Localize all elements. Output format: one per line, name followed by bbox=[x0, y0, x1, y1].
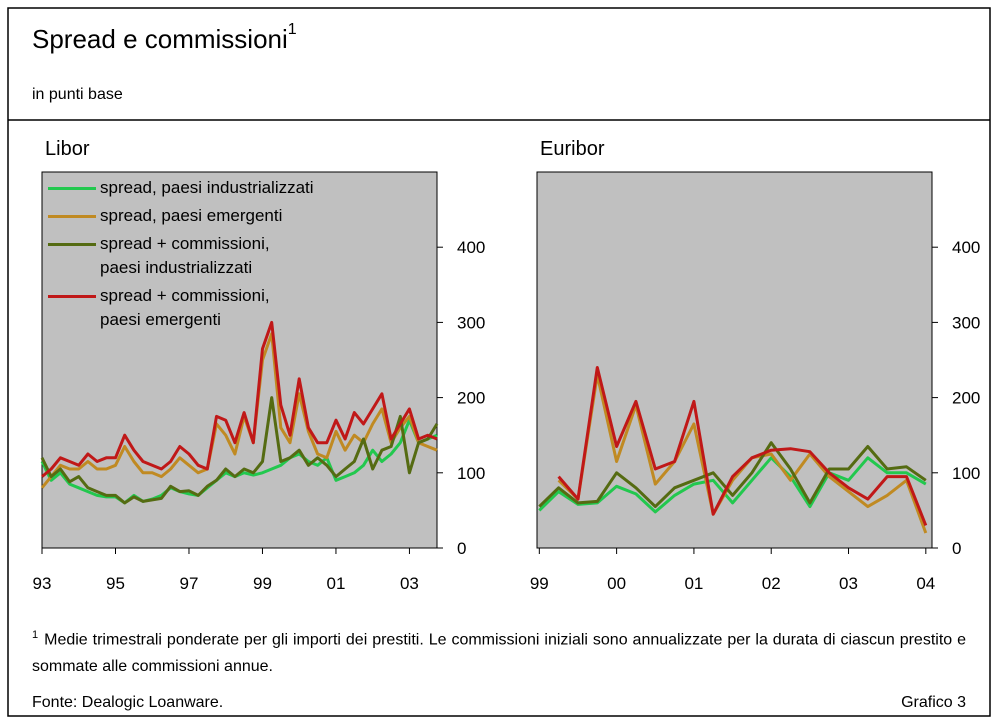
y-tick-label: 300 bbox=[952, 313, 980, 332]
y-tick-label: 100 bbox=[457, 464, 485, 483]
y-tick-label: 0 bbox=[952, 539, 961, 558]
legend-item: spread + commissioni, paesi emergenti bbox=[48, 284, 314, 332]
figure-label: Grafico 3 bbox=[901, 694, 966, 711]
legend-swatch bbox=[48, 215, 96, 218]
title: Spread e commissioni1 bbox=[32, 21, 297, 55]
panel-title: Libor bbox=[45, 138, 90, 160]
x-tick-label: 03 bbox=[400, 574, 419, 593]
footnote: 1 Medie trimestrali ponderate per gli imp… bbox=[32, 622, 966, 680]
legend-swatch bbox=[48, 243, 96, 246]
legend-swatch bbox=[48, 295, 96, 298]
footnote-text: Medie trimestrali ponderate per gli impo… bbox=[32, 631, 966, 676]
frame bbox=[7, 7, 991, 717]
x-tick-label: 02 bbox=[762, 574, 781, 593]
series-line bbox=[557, 366, 928, 526]
series-line bbox=[538, 456, 927, 514]
x-tick-label: 04 bbox=[916, 574, 935, 593]
x-tick-label: 93 bbox=[33, 574, 52, 593]
legend-label: spread, paesi emergenti bbox=[100, 206, 283, 225]
y-tick-label: 400 bbox=[952, 238, 980, 257]
source: Fonte: Dealogic Loanware. bbox=[32, 694, 224, 711]
title-text: Spread e commissioni bbox=[32, 24, 288, 54]
x-tick-label: 99 bbox=[253, 574, 272, 593]
y-tick-label: 0 bbox=[457, 539, 466, 558]
x-tick-label: 01 bbox=[684, 574, 703, 593]
plot-area bbox=[536, 171, 933, 549]
series-line bbox=[538, 441, 927, 509]
y-tick-label: 200 bbox=[952, 389, 980, 408]
y-tick-label: 400 bbox=[457, 238, 485, 257]
legend-label: spread + commissioni, paesi emergenti bbox=[100, 286, 270, 329]
legend-item: spread, paesi emergenti bbox=[48, 204, 314, 228]
x-tick-label: 97 bbox=[180, 574, 199, 593]
legend-label: spread, paesi industrializzati bbox=[100, 178, 314, 197]
legend-swatch bbox=[48, 187, 96, 190]
series-line bbox=[41, 320, 438, 478]
panel-title: Euribor bbox=[540, 138, 605, 160]
legend-item: spread, paesi industrializzati bbox=[48, 176, 314, 200]
x-tick-label: 03 bbox=[839, 574, 858, 593]
legend-item: spread + commissioni, paesi industrializ… bbox=[48, 232, 314, 280]
x-tick-label: 00 bbox=[607, 574, 626, 593]
footnote-marker: 1 bbox=[32, 629, 39, 641]
x-tick-label: 99 bbox=[530, 574, 549, 593]
legend: spread, paesi industrializzati spread, pa… bbox=[48, 176, 314, 336]
series-line bbox=[40, 332, 438, 489]
x-tick-label: 01 bbox=[326, 574, 345, 593]
plot-area bbox=[41, 171, 438, 549]
subtitle: in punti base bbox=[32, 86, 123, 103]
y-tick-label: 200 bbox=[457, 389, 485, 408]
x-tick-label: 95 bbox=[106, 574, 125, 593]
y-tick-label: 100 bbox=[952, 464, 980, 483]
y-tick-label: 300 bbox=[457, 313, 485, 332]
legend-label: spread + commissioni, paesi industrializ… bbox=[100, 234, 270, 277]
series-line bbox=[40, 396, 439, 505]
title-note: 1 bbox=[287, 21, 297, 39]
